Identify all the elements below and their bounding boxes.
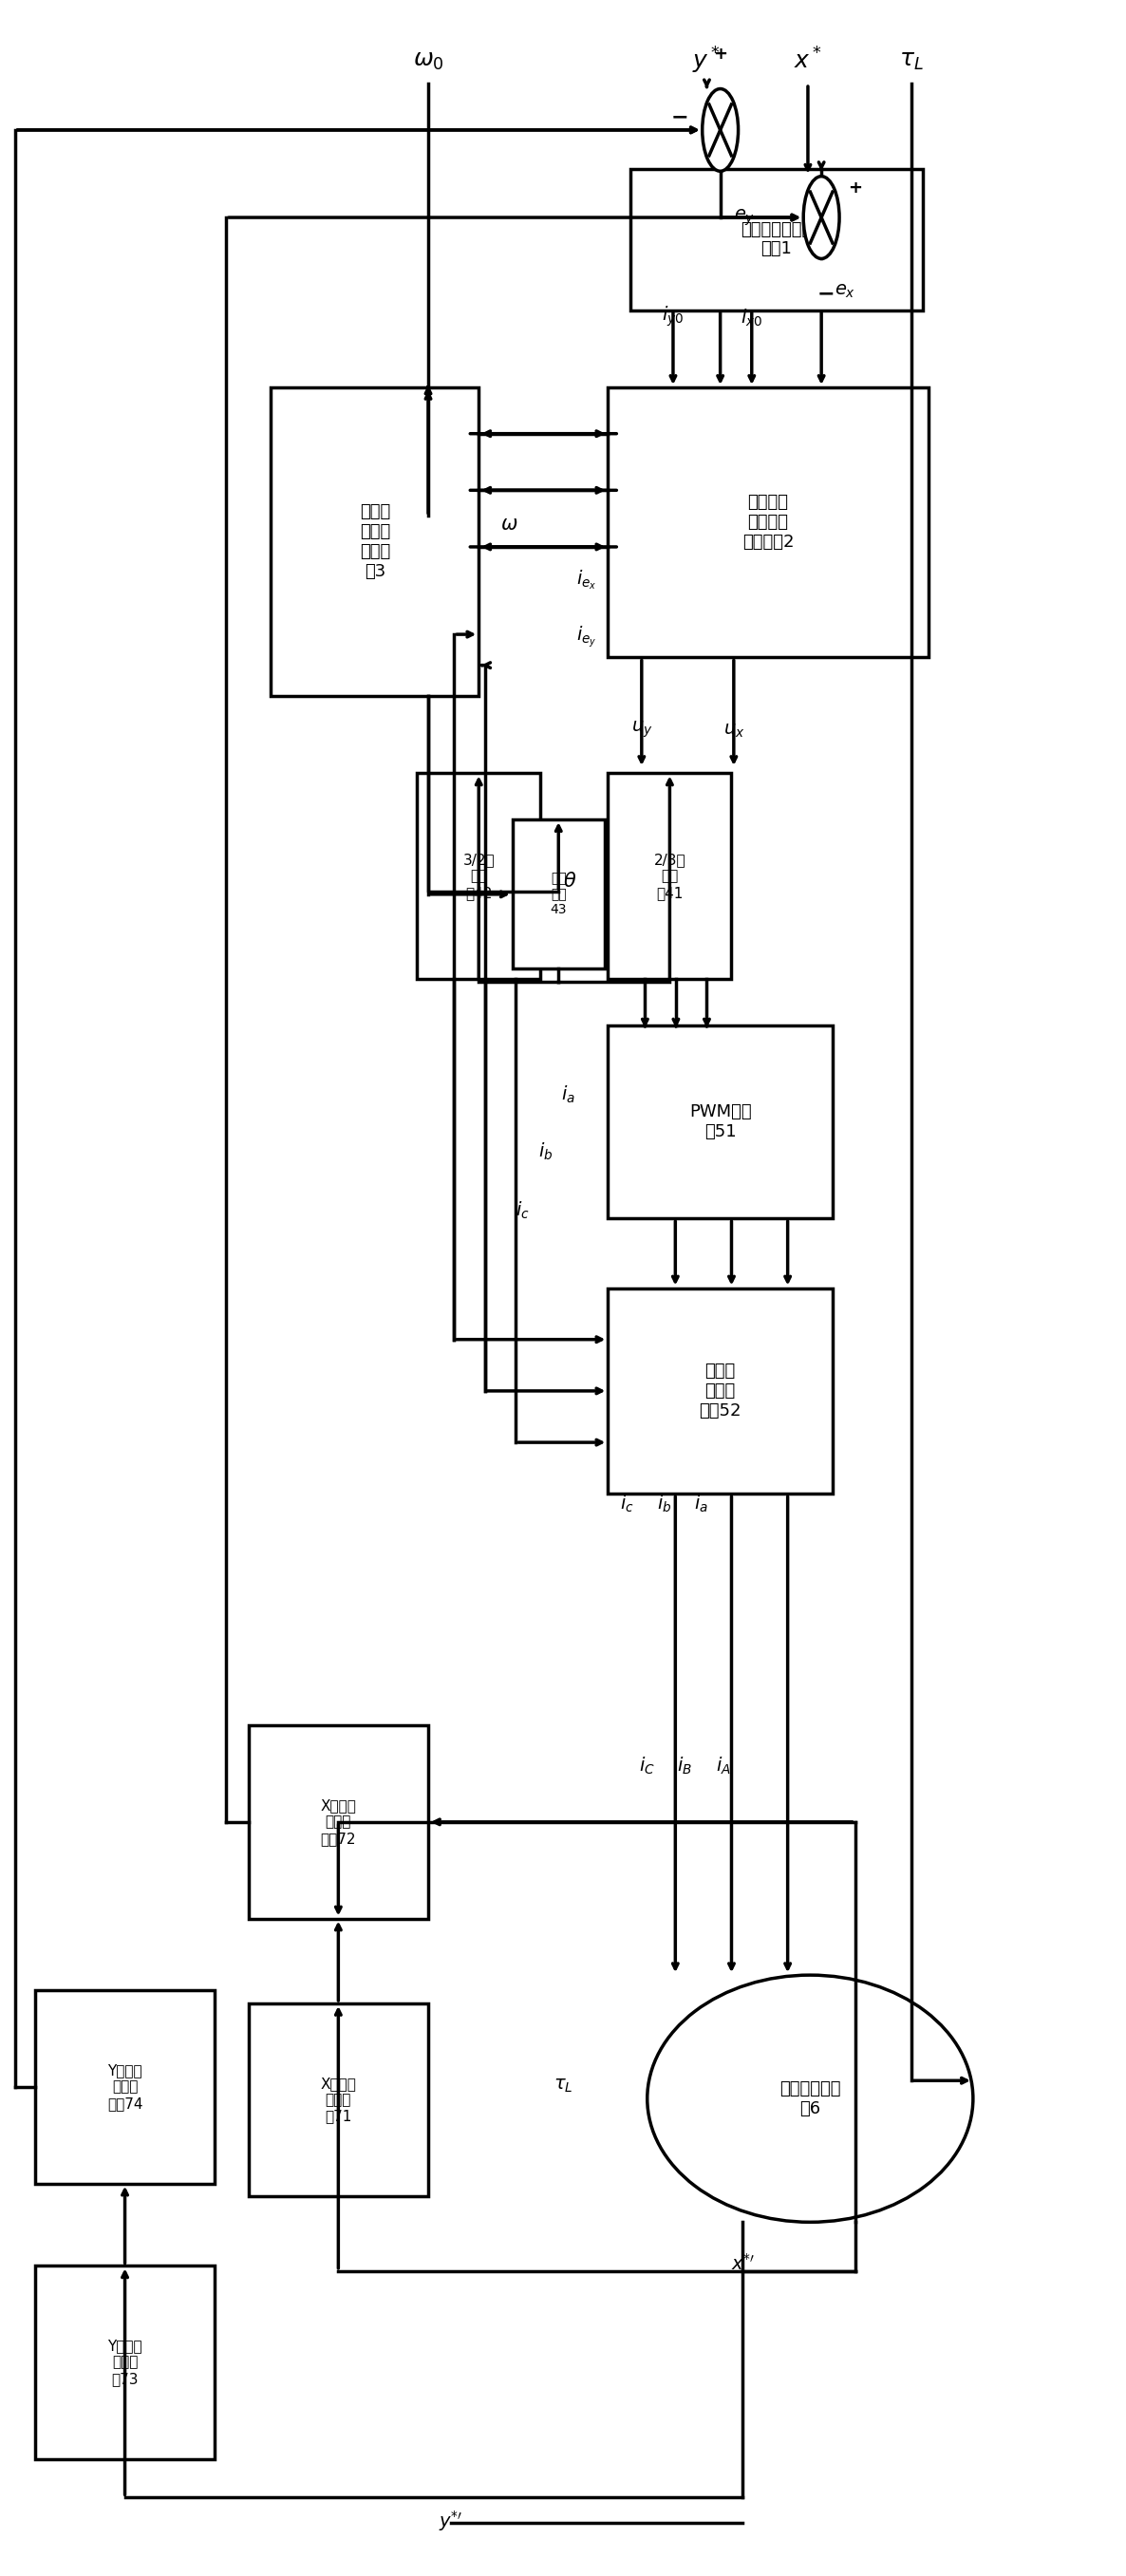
Text: −: − — [671, 108, 689, 126]
Text: PWM逆变
器51: PWM逆变 器51 — [689, 1103, 751, 1141]
Text: $i_{e_y}$: $i_{e_y}$ — [577, 623, 597, 649]
Text: $i_a$: $i_a$ — [561, 1084, 575, 1105]
Text: 积分
模块
43: 积分 模块 43 — [551, 873, 566, 917]
Text: −: − — [817, 283, 834, 304]
Text: $i_B$: $i_B$ — [677, 1757, 691, 1777]
Text: $\omega_0$: $\omega_0$ — [412, 49, 444, 72]
Text: 磁链自
适应更
新律模
块3: 磁链自 适应更 新律模 块3 — [359, 502, 390, 580]
Text: $i_C$: $i_C$ — [640, 1757, 655, 1777]
Text: $\tau_L$: $\tau_L$ — [553, 2076, 573, 2094]
Text: $u_y$: $u_y$ — [631, 719, 652, 739]
Bar — [512, 819, 605, 969]
Text: $y^{*\prime}$: $y^{*\prime}$ — [439, 2509, 463, 2535]
Text: X方向位
移传感
器71: X方向位 移传感 器71 — [321, 2076, 356, 2123]
Bar — [35, 2267, 215, 2460]
Bar — [631, 167, 922, 309]
Text: $i_{y0}$: $i_{y0}$ — [662, 304, 685, 327]
Ellipse shape — [647, 1976, 973, 2223]
Text: $\theta$: $\theta$ — [563, 871, 577, 891]
Text: +: + — [848, 180, 863, 196]
Text: $\omega$: $\omega$ — [500, 515, 518, 533]
Circle shape — [803, 175, 839, 258]
Text: $x^*$: $x^*$ — [794, 46, 822, 75]
Text: $e_y$: $e_y$ — [734, 206, 754, 227]
Text: $i_{e_x}$: $i_{e_x}$ — [577, 569, 597, 592]
Text: 2/3变
换模
块41: 2/3变 换模 块41 — [654, 853, 686, 899]
Bar — [249, 2004, 428, 2197]
Bar — [608, 386, 928, 657]
Text: $i_{x0}$: $i_{x0}$ — [741, 307, 762, 327]
Bar — [35, 1991, 215, 2184]
Circle shape — [703, 88, 739, 170]
Text: Y方向位
移传感
器73: Y方向位 移传感 器73 — [107, 2339, 142, 2385]
Text: $x^{*\prime}$: $x^{*\prime}$ — [731, 2254, 754, 2275]
Text: $i_b$: $i_b$ — [538, 1141, 553, 1162]
Text: $i_A$: $i_A$ — [716, 1757, 731, 1777]
Text: $i_c$: $i_c$ — [516, 1200, 530, 1221]
Text: 3/2变
换模
块42: 3/2变 换模 块42 — [463, 853, 494, 899]
Text: $y^*$: $y^*$ — [692, 46, 721, 75]
Text: $\tau_L$: $\tau_L$ — [899, 49, 923, 72]
Bar — [608, 1025, 832, 1218]
Text: 径向混合磁轴
承6: 径向混合磁轴 承6 — [779, 2081, 841, 2117]
Text: $e_x$: $e_x$ — [834, 281, 856, 299]
Text: 反馈耗散
哈密顿速
度控制器2: 反馈耗散 哈密顿速 度控制器2 — [742, 495, 794, 551]
Bar — [249, 1726, 428, 1919]
Text: $i_a$: $i_a$ — [694, 1494, 708, 1515]
Text: X方向位
移接口
电路72: X方向位 移接口 电路72 — [321, 1798, 356, 1844]
Bar — [417, 773, 540, 979]
Text: 电流跟
踪型逆
变器52: 电流跟 踪型逆 变器52 — [699, 1363, 741, 1419]
Bar — [271, 386, 479, 696]
Text: +: + — [713, 46, 727, 62]
Bar — [608, 1288, 832, 1494]
Text: $i_b$: $i_b$ — [656, 1494, 671, 1515]
Bar — [608, 773, 732, 979]
Text: Y方向位
移接口
电路74: Y方向位 移接口 电路74 — [107, 2063, 143, 2110]
Text: $i_c$: $i_c$ — [620, 1494, 634, 1515]
Text: 稳定平衡点计算
模块1: 稳定平衡点计算 模块1 — [741, 222, 812, 258]
Text: $u_x$: $u_x$ — [723, 721, 744, 739]
